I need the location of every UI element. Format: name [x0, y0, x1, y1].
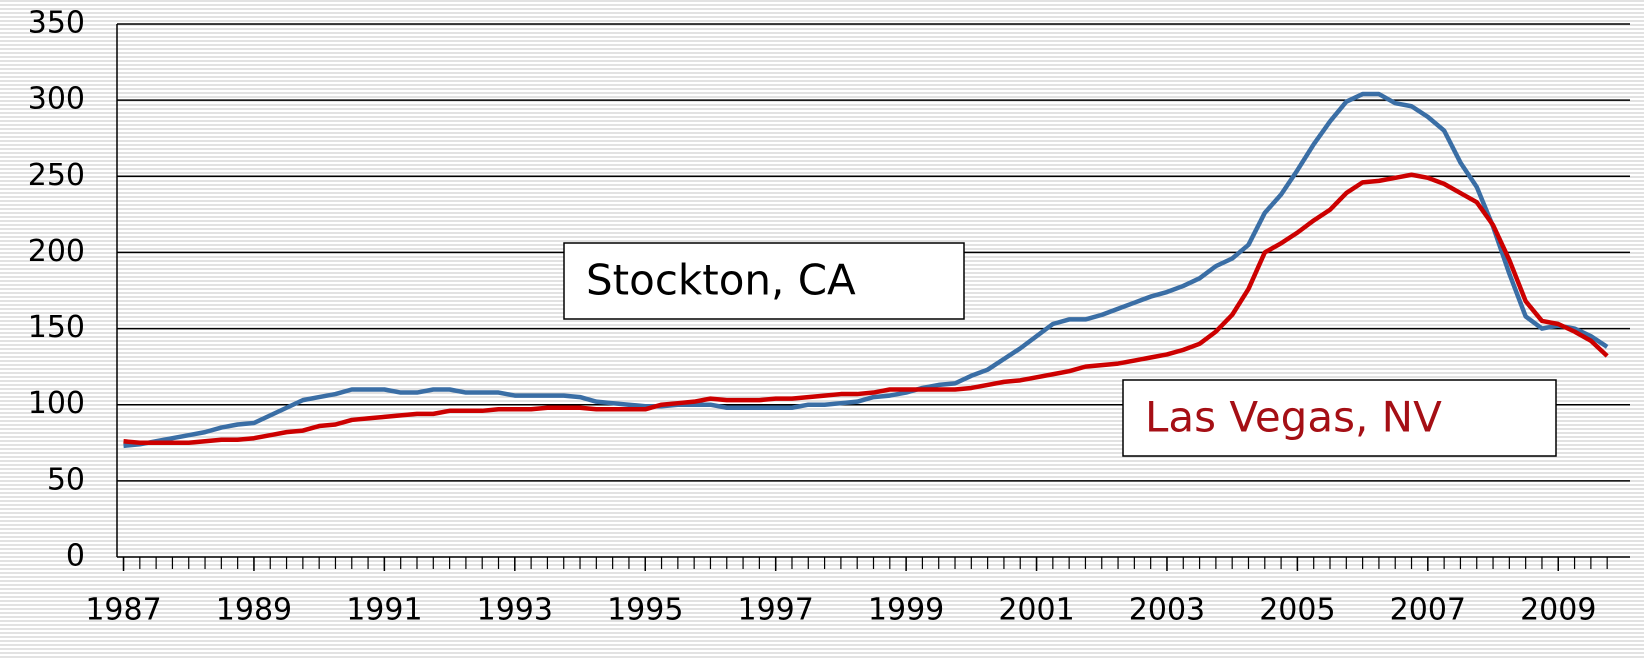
x-tick-label: 1995: [607, 593, 683, 628]
y-tick-label: 250: [28, 158, 85, 193]
annotation-box: [1122, 379, 1557, 457]
y-tick-label: 350: [28, 6, 85, 41]
x-tick-label: 1991: [346, 593, 422, 628]
x-tick-label: 1987: [85, 593, 161, 628]
x-tick-label: 1999: [868, 593, 944, 628]
annotation-box: [563, 242, 965, 320]
x-tick-label: 2003: [1129, 593, 1205, 628]
y-tick-label: 300: [28, 82, 85, 117]
x-tick-label: 1989: [216, 593, 292, 628]
y-tick-label: 100: [28, 386, 85, 421]
series-line: [123, 172, 1609, 446]
series-line: [123, 91, 1609, 449]
y-tick-label: 50: [47, 462, 85, 497]
y-tick-label: 200: [28, 234, 85, 269]
x-tick-label: 2007: [1390, 593, 1466, 628]
annotation: Las Vegas, NV: [1145, 393, 1442, 442]
x-tick-label: 2005: [1259, 593, 1335, 628]
x-tick-label: 2001: [998, 593, 1074, 628]
x-tick-label: 2009: [1520, 593, 1596, 628]
y-tick-label: 150: [28, 310, 85, 345]
y-tick-label: 0: [66, 539, 85, 574]
x-tick-label: 1997: [737, 593, 813, 628]
annotation: Stockton, CA: [586, 256, 856, 305]
x-tick-label: 1993: [477, 593, 553, 628]
